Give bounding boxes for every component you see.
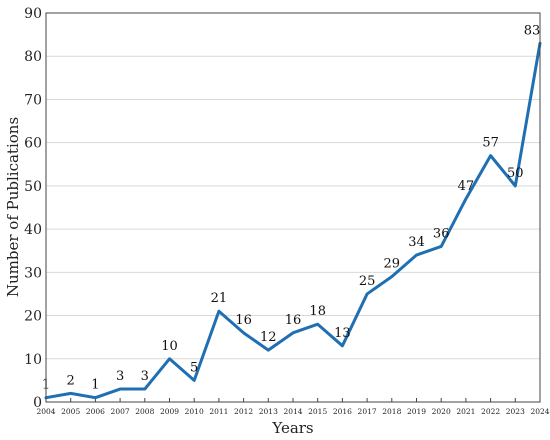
x-tick-label: 2010 <box>185 407 204 416</box>
x-tick-label: 2004 <box>36 407 55 416</box>
data-label-2010: 5 <box>190 360 198 375</box>
x-tick-label: 2024 <box>530 407 549 416</box>
data-label-2022: 57 <box>482 136 499 151</box>
y-tick-label: 40 <box>24 222 42 238</box>
plot-frame <box>45 12 541 403</box>
x-tick-label: 2014 <box>283 407 302 416</box>
y-tick-label: 0 <box>33 395 42 411</box>
x-tick-label: 2013 <box>259 407 278 416</box>
y-tick-label: 70 <box>24 92 42 108</box>
x-tick-label: 2017 <box>358 407 377 416</box>
data-label-2018: 29 <box>384 257 401 272</box>
data-label-2020: 36 <box>433 226 450 241</box>
y-tick-label: 80 <box>24 49 42 65</box>
data-label-2012: 16 <box>235 313 252 328</box>
data-label-2016: 13 <box>334 326 351 341</box>
data-label-2009: 10 <box>161 339 178 354</box>
data-label-2021: 47 <box>458 179 475 194</box>
plot-area <box>46 13 540 402</box>
x-axis-label: Years <box>271 419 313 437</box>
data-label-2013: 12 <box>260 330 277 345</box>
x-tick-label: 2008 <box>135 407 154 416</box>
x-tick-label: 2007 <box>111 407 130 416</box>
x-tick-label: 2006 <box>86 407 105 416</box>
data-label-2023: 50 <box>507 166 524 181</box>
x-tick-label: 2012 <box>234 407 253 416</box>
x-tick-label: 2015 <box>308 407 327 416</box>
series-line <box>44 41 542 400</box>
x-tick-labels: 2004 2005 2006 2007 2008 2009 2010 2011 2012 2013… <box>36 398 550 416</box>
data-label-2005: 2 <box>67 373 75 388</box>
x-tick-label: 2021 <box>456 407 475 416</box>
data-label-2008: 3 <box>141 369 149 384</box>
x-tick-label: 2009 <box>160 407 179 416</box>
data-label-2017: 25 <box>359 274 376 289</box>
data-label-2014: 16 <box>285 313 302 328</box>
y-tick-label: 90 <box>24 6 42 22</box>
x-tick-label: 2011 <box>209 407 228 416</box>
y-tick-labels: 0 10 20 30 40 50 60 70 80 90 <box>24 6 42 411</box>
x-tick-label: 2023 <box>506 407 525 416</box>
data-label-2024: 83 <box>524 23 541 38</box>
x-tick-label: 2019 <box>407 407 426 416</box>
x-tick-label: 2018 <box>382 407 401 416</box>
x-tick-label: 2016 <box>333 407 352 416</box>
data-label-2007: 3 <box>116 369 124 384</box>
y-tick-label: 60 <box>24 136 42 152</box>
data-label-2011: 21 <box>211 291 228 306</box>
x-tick-label: 2005 <box>61 407 80 416</box>
y-tick-label: 10 <box>24 352 42 368</box>
y-tick-label: 50 <box>24 179 42 195</box>
data-label-2006: 1 <box>91 378 99 393</box>
y-tick-label: 20 <box>24 309 42 325</box>
data-label-2019: 34 <box>408 235 425 250</box>
y-tick-label: 30 <box>24 265 42 281</box>
x-tick-label: 2022 <box>481 407 500 416</box>
x-tick-label: 2020 <box>432 407 451 416</box>
data-label-2015: 18 <box>309 304 326 319</box>
y-axis-label: Number of Publications <box>4 117 22 297</box>
